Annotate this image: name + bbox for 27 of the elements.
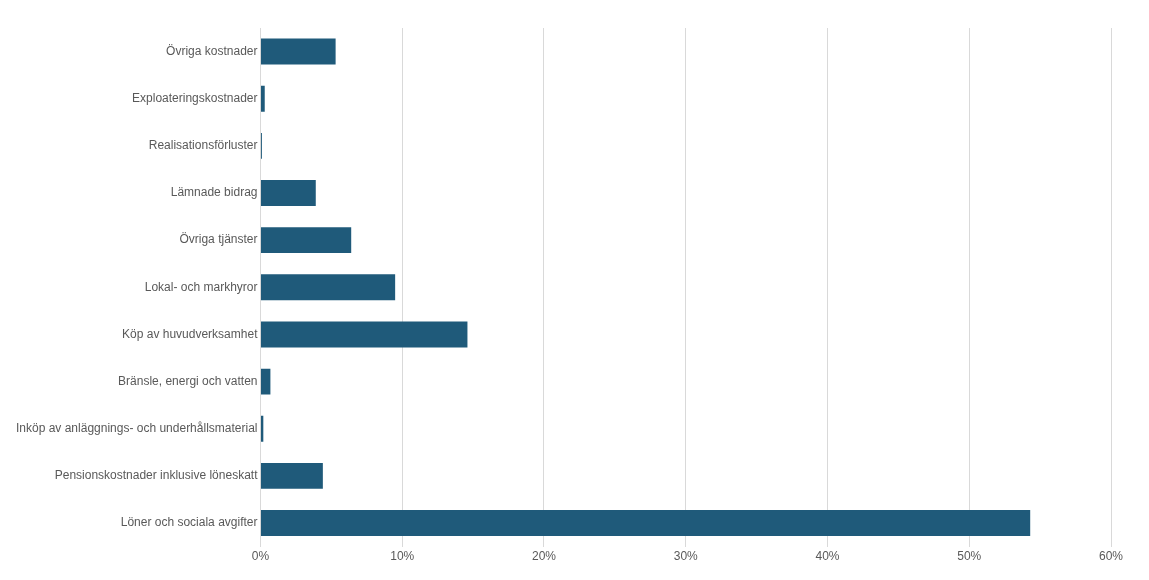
y-tick-label: Lämnade bidrag <box>170 185 258 200</box>
x-tick-label: 30% <box>673 549 699 564</box>
y-tick-label: Realisationsförluster <box>148 138 258 153</box>
x-tick-label: 40% <box>815 549 840 564</box>
bar <box>260 38 336 65</box>
y-tick-label: Övriga kostnader <box>166 43 258 58</box>
y-tick-label: Inköp av anläggnings- och underhållsmaterial <box>16 421 258 436</box>
y-tick-label: Pensionskostnader inklusive löneskatt <box>54 468 259 483</box>
bar <box>260 368 271 395</box>
bar <box>260 321 468 348</box>
x-tick-label: 0% <box>251 549 270 564</box>
y-tick-label: Exploateringskostnader <box>132 91 258 106</box>
bar <box>260 227 352 254</box>
x-tick-label: 10% <box>390 549 415 564</box>
y-tick-label: Lokal- och markhyror <box>144 279 258 294</box>
bar <box>260 274 396 301</box>
x-tick-label: 50% <box>957 549 982 564</box>
x-tick-label: 20% <box>531 549 557 564</box>
y-tick-label: Övriga tjänster <box>179 232 258 247</box>
y-tick-label: Köp av huvudverksamhet <box>122 326 259 341</box>
bar <box>260 510 1031 536</box>
bar <box>260 85 265 112</box>
y-tick-label: Löner och sociala avgifter <box>120 515 258 530</box>
y-tick-label: Bränsle, energi och vatten <box>118 373 258 388</box>
bar <box>260 180 316 206</box>
bar <box>260 462 323 489</box>
x-tick-label: 60% <box>1098 549 1124 564</box>
